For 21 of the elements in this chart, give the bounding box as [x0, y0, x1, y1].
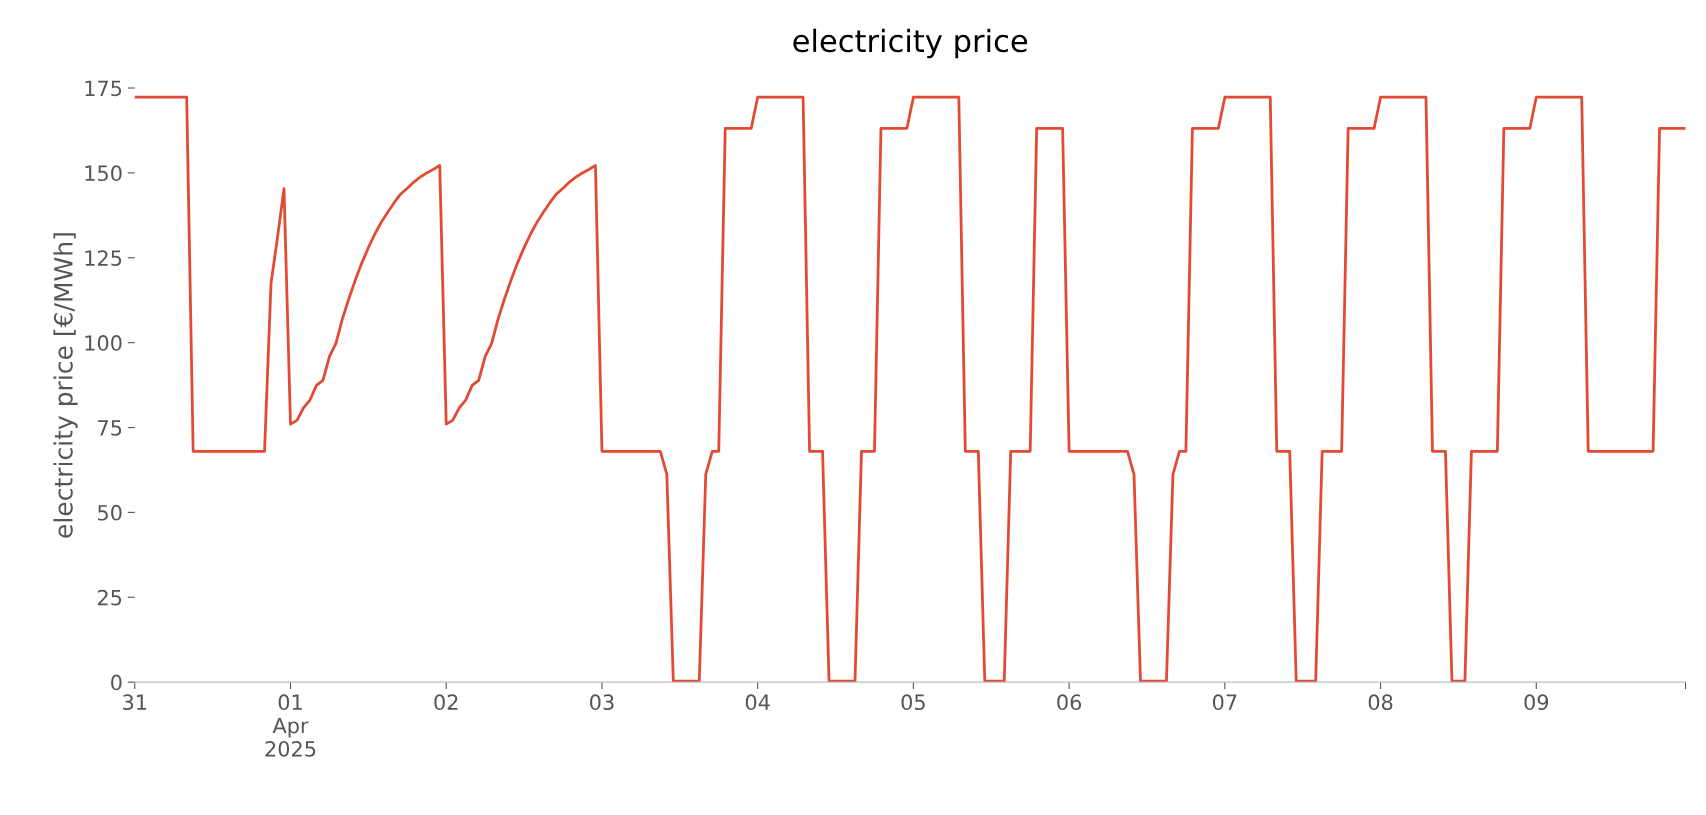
chart-title: electricity price — [793, 28, 1028, 59]
y-tick-label: 50 — [98, 504, 122, 521]
x-tick-label: 01 Apr 2025 — [265, 694, 316, 757]
x-tick-label: 09 — [1524, 694, 1549, 711]
x-tick-label: 07 — [1212, 694, 1237, 711]
x-tick-label: 31 — [123, 694, 147, 711]
y-tick-label: 25 — [97, 589, 122, 606]
x-tick-label: 05 — [901, 694, 925, 711]
y-tick-label: 75 — [98, 420, 122, 436]
x-tick-label: 02 — [434, 694, 458, 711]
y-tick-label: 175 — [85, 80, 122, 97]
y-tick-label: 0 — [111, 674, 122, 691]
x-tick-label: 04 — [745, 694, 770, 711]
y-axis-title: electricity price [€/MWh] — [53, 233, 78, 538]
x-tick-label: 03 — [590, 694, 614, 711]
x-tick-label: 06 — [1057, 694, 1082, 711]
y-tick-label: 100 — [85, 335, 122, 351]
y-tick-label: 150 — [85, 165, 122, 182]
x-tick-label: 08 — [1368, 694, 1393, 711]
line-series — [134, 95, 1686, 683]
y-tick-label: 125 — [85, 250, 122, 266]
